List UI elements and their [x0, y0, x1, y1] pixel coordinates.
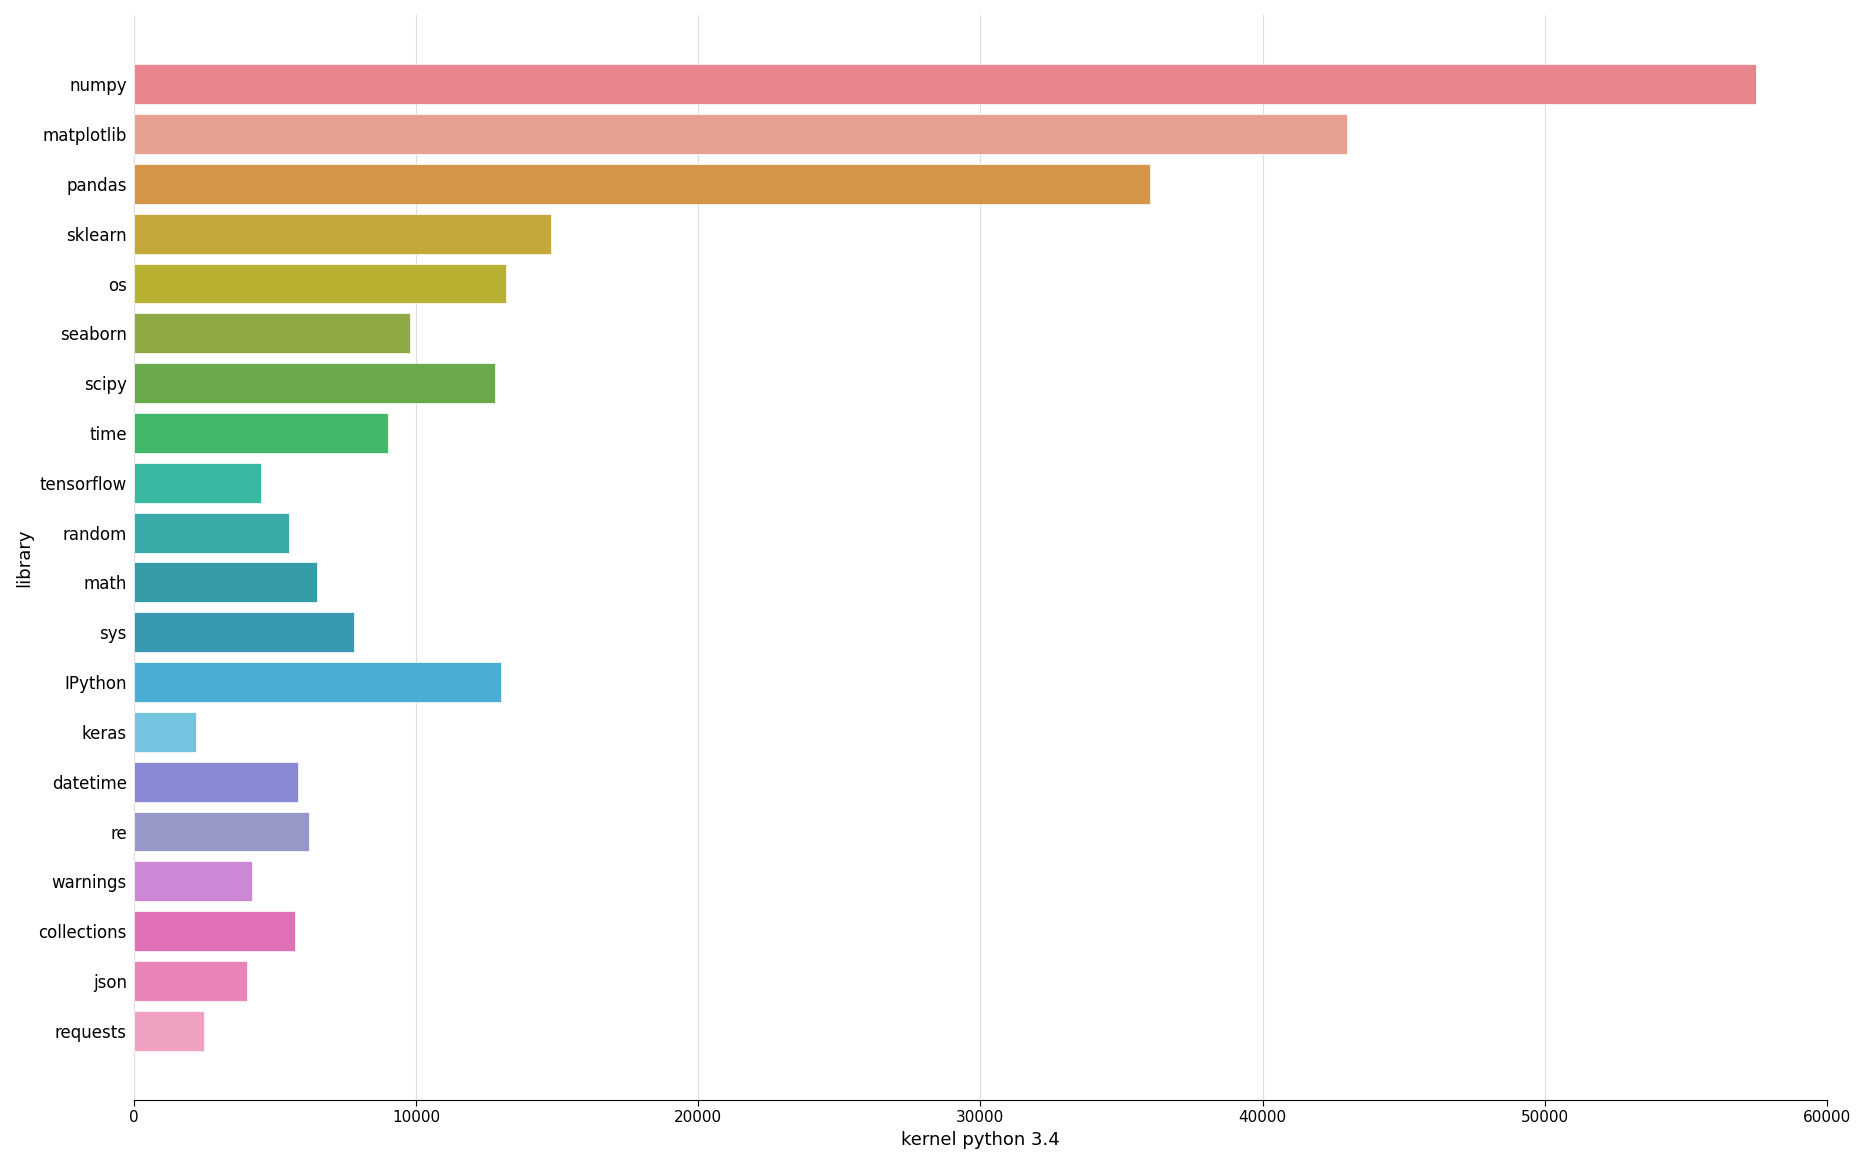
- Bar: [134, 612, 355, 652]
- Bar: [134, 313, 411, 353]
- Bar: [134, 363, 494, 403]
- Bar: [134, 761, 297, 802]
- Bar: [134, 562, 317, 602]
- Bar: [134, 811, 308, 851]
- Bar: [134, 512, 289, 553]
- Bar: [134, 1010, 205, 1051]
- Bar: [134, 712, 196, 752]
- Bar: [134, 214, 552, 254]
- Bar: [134, 263, 506, 304]
- Bar: [134, 662, 500, 702]
- Bar: [134, 961, 246, 1001]
- Bar: [134, 911, 295, 951]
- Bar: [134, 861, 252, 901]
- Bar: [134, 164, 1149, 204]
- Bar: [134, 463, 261, 503]
- Bar: [134, 114, 1347, 154]
- Y-axis label: library: library: [15, 528, 34, 587]
- Bar: [134, 64, 1756, 104]
- Bar: [134, 413, 388, 453]
- X-axis label: kernel python 3.4: kernel python 3.4: [901, 1131, 1060, 1149]
